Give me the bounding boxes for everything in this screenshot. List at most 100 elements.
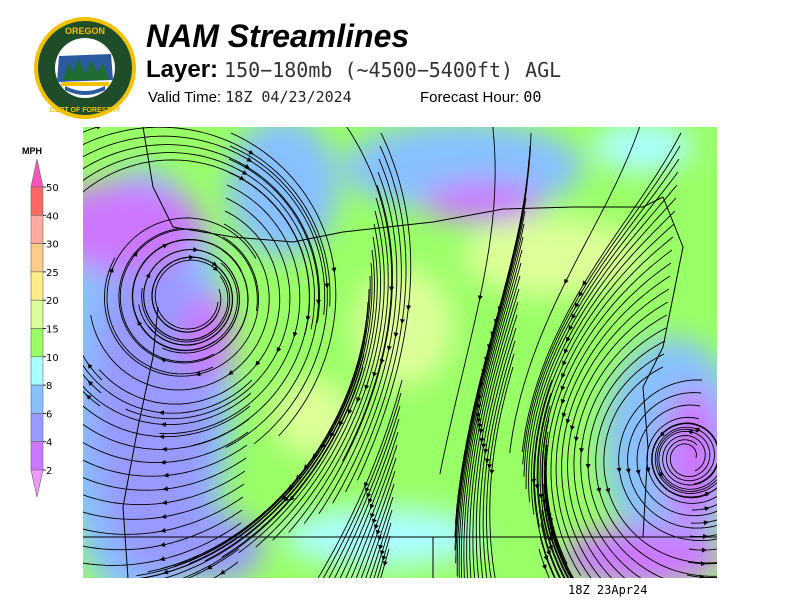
streamline-arrow [477,294,483,301]
streamline-arrow [160,542,166,547]
streamline-arrow [372,518,377,525]
streamline-arrow [365,487,370,493]
streamline-map [83,127,717,578]
state-borders [83,127,717,578]
streamline-arrow [331,266,337,273]
streamline-arrow [163,569,169,575]
streamline-arrow [380,549,385,556]
streamline-arrow [289,495,295,501]
model-timestamp: 18Z 23Apr24 [568,583,648,597]
streamline-arrow [659,431,665,437]
streamline-arrow [703,506,710,512]
streamline-arrow [477,394,482,401]
streamline [83,127,99,133]
streamline-arrow [479,381,484,388]
legend-swatch-30-40 [30,215,44,244]
legend-swatch-10-15 [30,328,44,358]
valid-time: Valid Time: 18Z 04/23/2024 [148,88,352,106]
streamline-arrow [477,422,483,429]
streamline-arrow [562,360,567,367]
streamline-arrow [211,261,218,267]
streamline-arrow [564,278,569,285]
wind-speed-legend: MPH 50 40 30 25 20 15 10 8 6 4 2 [22,146,59,498]
streamline-arrow [255,360,261,366]
streamline-arrow [565,418,571,425]
legend-tick-label: 10 [46,353,59,364]
streamline-arrow [161,500,168,505]
legend-tick-label: 30 [46,240,59,251]
streamline-arrow [386,345,392,352]
streamline-arrow [596,487,602,493]
streamline-arrow [476,403,482,410]
legend-tick-label: 50 [46,183,59,194]
streamline-arrow [374,523,379,530]
streamline-arrow [347,408,353,415]
layer-line: Layer: 150−180mb (~4500−5400ft) AGL [146,56,561,84]
streamline-arrow [86,394,92,400]
valid-time-label: Valid Time: [148,89,222,106]
streamline-arrow [548,544,553,551]
streamline-arrow [160,527,167,533]
streamline-arrow [481,442,487,449]
streamline-arrow [564,348,569,355]
streamline-arrow [658,471,663,478]
streamline-arrow [561,372,566,379]
streamline-arrow [569,424,575,431]
oregon-department-of-forestry-logo: OREGON DEPT OF FORESTRY [34,17,136,119]
streamline-arrow [400,318,406,325]
streamline-arrow [369,503,375,510]
streamline-arrow [276,346,282,353]
streamline-arrow [702,520,709,526]
streamline-arrow [368,497,373,504]
streamline-arrow [547,517,553,524]
legend-swatch-40-50 [30,186,44,216]
streamline-arrow [574,302,580,309]
streamline-arrow [704,492,711,497]
streamline-arrow [549,526,555,533]
streamline-arrow [244,163,250,169]
forecast-hour-value: 00 [523,88,542,106]
streamline-arrow [546,549,551,556]
streamline-arrow [364,384,370,391]
streamline-arrow [560,398,566,405]
streamline-arrow [241,170,248,175]
streamline-arrow [206,564,213,570]
svg-text:DEPT OF FORESTRY: DEPT OF FORESTRY [50,107,120,114]
streamline-arrow [370,512,375,519]
streamline-arrow [694,427,701,433]
legend-tick-label: 8 [46,381,52,392]
streamline-arrow [108,267,114,274]
streamline-arrow [228,370,234,375]
streamline-arrow [578,291,584,298]
legend-tick-label: 40 [46,211,59,222]
legend-arrow-bottom [30,469,44,498]
streamline-arrow [219,569,226,575]
streamline-arrow [574,435,579,442]
streamline-arrow [625,467,631,474]
legend-arrow-top [30,158,44,188]
streamline-arrow [379,358,385,365]
streamline-arrow [248,149,254,155]
streamline-arrow [393,331,399,338]
streamline-arrow [339,420,344,427]
streamline-arrow [162,486,169,492]
legend-tick-label: 20 [46,296,59,307]
streamline-arrow [321,442,326,449]
legend-tick-label: 6 [46,409,52,420]
streamline-arrow [560,385,566,392]
legend-swatch-8-10 [30,356,44,386]
streamline-arrow [292,331,298,338]
streamline-arrow [372,371,378,378]
streamline-arrow [159,556,166,562]
streamline-arrow [544,507,550,514]
streamline-arrow [132,251,138,257]
streamline-arrow [483,448,489,455]
legend-swatch-25-30 [30,243,44,273]
valid-time-value: 18Z 04/23/2024 [225,88,352,106]
streamline-arrow [479,437,485,444]
streamline-arrow [212,265,219,271]
streamline-arrow [478,427,484,434]
streamline-arrow [161,513,168,519]
streamline-arrow [381,555,387,561]
streamline-arrow [376,529,381,536]
